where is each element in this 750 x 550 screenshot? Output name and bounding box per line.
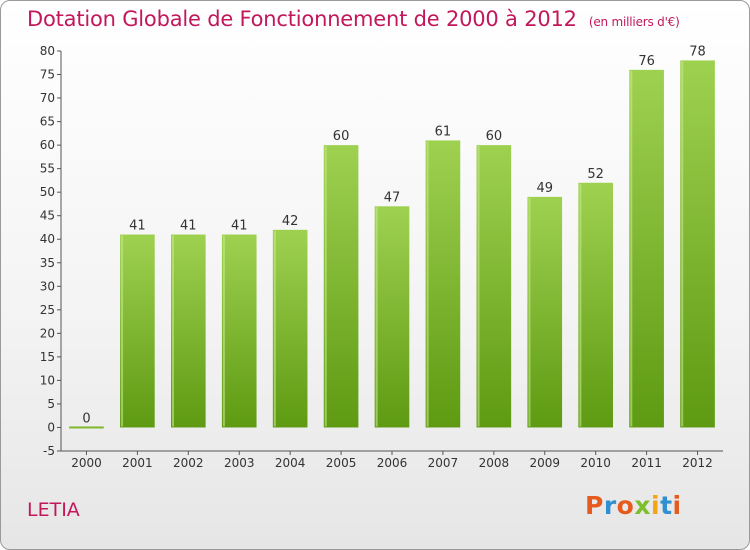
bar-highlight (681, 61, 684, 427)
data-label: 52 (587, 167, 604, 182)
bar-highlight (222, 235, 225, 427)
bar (221, 234, 257, 428)
logo-letter: P (585, 491, 604, 520)
data-label: 0 (82, 411, 90, 426)
y-tick-label: 70 (40, 91, 55, 105)
y-tick-label: 20 (40, 326, 55, 340)
bar-highlight (528, 197, 531, 427)
x-tick-label: 2006 (377, 456, 408, 470)
data-label: 78 (689, 44, 706, 59)
bar (680, 60, 715, 428)
y-tick-label: 50 (40, 185, 55, 199)
data-label: 61 (435, 124, 452, 139)
bar (272, 229, 308, 428)
x-tick-label: 2012 (682, 456, 713, 470)
bars (69, 60, 715, 429)
logo-letter: i (672, 491, 682, 520)
x-tick-label: 2008 (479, 456, 510, 470)
proxiti-logo[interactable]: Proxiti (585, 491, 682, 520)
bar (323, 145, 359, 428)
y-tick-label: 15 (40, 350, 55, 364)
bar (629, 69, 664, 428)
x-tick-label: 2007 (428, 456, 459, 470)
chart-title: Dotation Globale de Fonctionnement de 20… (27, 7, 680, 31)
x-tick-label: 2005 (326, 456, 357, 470)
bar (374, 206, 410, 428)
y-tick-label: 60 (40, 138, 55, 152)
bar (170, 234, 206, 428)
x-tick-label: 2000 (71, 456, 102, 470)
data-label: 49 (536, 181, 553, 196)
y-tick-label: 40 (40, 232, 55, 246)
bar-highlight (477, 146, 480, 427)
y-tick-label: 80 (40, 44, 55, 58)
data-label: 60 (333, 129, 350, 144)
axes: -5 0 5 10 15 20 25 30 35 40 45 50 55 60 65 70 75 80 2000 20… (40, 44, 723, 470)
y-tick-label: 55 (40, 162, 55, 176)
logo-letter: t (660, 491, 673, 520)
logo-letter: i (651, 491, 661, 520)
x-tick-label: 2011 (631, 456, 662, 470)
y-tick-label: 65 (40, 115, 55, 129)
y-tick-label: 45 (40, 209, 55, 223)
data-label: 60 (486, 129, 503, 144)
bar-highlight (630, 70, 633, 427)
bar (120, 234, 155, 428)
bar-highlight (273, 230, 276, 427)
x-tick-label: 2009 (529, 456, 560, 470)
x-tick-label: 2001 (122, 456, 153, 470)
bar-highlight (171, 235, 174, 427)
data-labels: 0 41 41 41 42 60 47 61 60 49 52 76 78 (82, 44, 705, 426)
bar-highlight (324, 146, 327, 427)
chart-title-text: Dotation Globale de Fonctionnement de 20… (27, 7, 577, 31)
data-label: 41 (231, 219, 248, 234)
bar-highlight (426, 141, 429, 427)
data-label: 47 (384, 190, 401, 205)
data-label: 42 (282, 214, 299, 229)
bar-highlight (579, 183, 582, 427)
y-tick-label: 25 (40, 303, 55, 317)
bar (527, 196, 563, 428)
y-tick-label: 30 (40, 279, 55, 293)
x-tick-label: 2003 (224, 456, 255, 470)
bar (578, 182, 614, 428)
x-tick-label: 2002 (173, 456, 204, 470)
data-label: 76 (638, 54, 655, 69)
data-label: 41 (180, 219, 197, 234)
data-label: 41 (129, 219, 146, 234)
y-tick-label: 5 (47, 397, 55, 411)
bar-highlight (121, 235, 124, 427)
bar (69, 426, 104, 429)
logo-letter: r (603, 491, 617, 520)
y-tick-label: 35 (40, 256, 55, 270)
y-tick-label: 75 (40, 68, 55, 82)
y-tick-label: -5 (43, 444, 55, 458)
commune-name: LETIA (27, 499, 80, 521)
logo-letter: o (616, 491, 635, 520)
chart-subtitle: (en milliers d'€) (588, 15, 680, 29)
x-tick-label: 2010 (580, 456, 611, 470)
bar-highlight (375, 207, 378, 427)
y-tick-label: 0 (47, 420, 55, 434)
logo-letter: x (634, 491, 651, 520)
bar (476, 145, 512, 428)
y-tick-label: 10 (40, 373, 55, 387)
bar (425, 140, 461, 428)
x-tick-label: 2004 (275, 456, 306, 470)
